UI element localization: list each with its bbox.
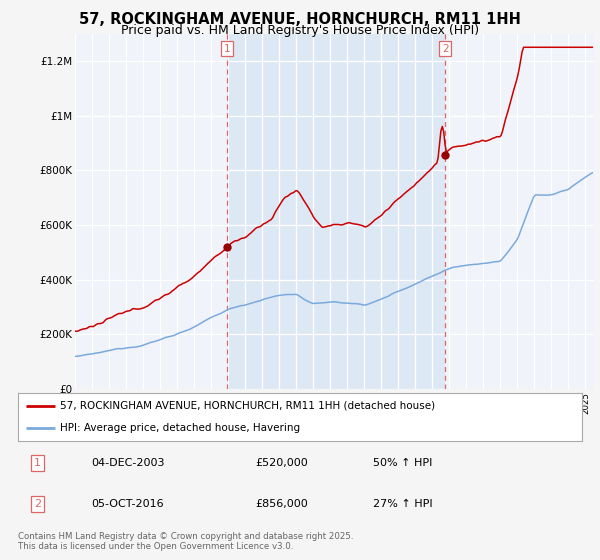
Text: £856,000: £856,000 [255,500,308,509]
Text: 05-OCT-2016: 05-OCT-2016 [91,500,164,509]
Text: HPI: Average price, detached house, Havering: HPI: Average price, detached house, Have… [60,423,301,433]
Text: 1: 1 [223,44,230,54]
Text: 04-DEC-2003: 04-DEC-2003 [91,458,165,468]
Text: 50% ↑ HPI: 50% ↑ HPI [373,458,433,468]
Text: Price paid vs. HM Land Registry's House Price Index (HPI): Price paid vs. HM Land Registry's House … [121,24,479,36]
Text: 57, ROCKINGHAM AVENUE, HORNCHURCH, RM11 1HH: 57, ROCKINGHAM AVENUE, HORNCHURCH, RM11 … [79,12,521,27]
Text: 2: 2 [442,44,448,54]
Text: 1: 1 [34,458,41,468]
Bar [227,34,445,389]
Text: £520,000: £520,000 [255,458,308,468]
Text: 27% ↑ HPI: 27% ↑ HPI [373,500,433,509]
Text: 2: 2 [34,500,41,509]
Text: Contains HM Land Registry data © Crown copyright and database right 2025.
This d: Contains HM Land Registry data © Crown c… [18,532,353,552]
Text: 57, ROCKINGHAM AVENUE, HORNCHURCH, RM11 1HH (detached house): 57, ROCKINGHAM AVENUE, HORNCHURCH, RM11 … [60,401,436,411]
